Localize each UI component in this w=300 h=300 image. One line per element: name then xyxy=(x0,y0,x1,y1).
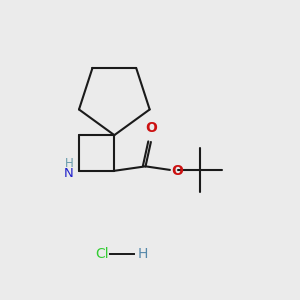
Text: H: H xyxy=(138,247,148,261)
Text: H: H xyxy=(64,157,73,170)
Text: O: O xyxy=(171,164,183,178)
Text: O: O xyxy=(145,122,157,135)
Text: N: N xyxy=(64,167,73,180)
Text: Cl: Cl xyxy=(95,247,108,261)
